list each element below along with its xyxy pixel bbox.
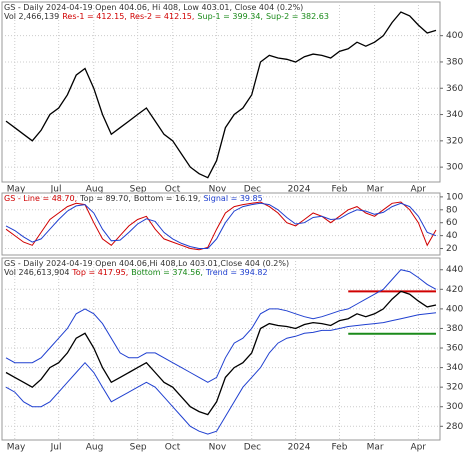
- panel-header: GS - Daily 2024-04-19 Open 404.06,Hi 408…: [4, 259, 289, 268]
- y-tick-label: 80: [446, 205, 458, 215]
- header-item: Bottom = 374.56,: [131, 268, 203, 277]
- y-tick-label: 320: [446, 136, 463, 146]
- panel-header: Vol 2,466,139 Res-1 = 412.15, Res-2 = 412.…: [4, 12, 329, 21]
- y-tick-label: 300: [446, 163, 463, 173]
- x-tick-label: Apr: [410, 185, 426, 195]
- x-tick-label: Feb: [331, 185, 347, 195]
- y-tick-label: 440: [446, 265, 463, 275]
- y-tick-label: 20: [446, 244, 458, 254]
- x-tick-label: Nov: [209, 443, 227, 452]
- x-tick-label: Mar: [367, 185, 384, 195]
- y-tick-label: 360: [446, 84, 463, 94]
- header-item: Trend = 394.82: [205, 268, 268, 277]
- series-line: [5, 11, 437, 179]
- panel-frame: [1, 257, 441, 441]
- y-tick-label: 400: [446, 31, 463, 41]
- x-tick-label: Mar: [367, 443, 384, 452]
- y-tick-label: 300: [446, 402, 463, 412]
- x-tick-label: Apr: [410, 443, 426, 452]
- header-item: Res-1 = 412.15,: [62, 12, 127, 21]
- x-tick-label: Nov: [209, 185, 227, 195]
- series-line: [5, 312, 437, 435]
- x-tick-label: May: [7, 185, 26, 195]
- header-item: Signal = 39.85: [203, 194, 262, 203]
- x-tick-label: Aug: [86, 443, 104, 452]
- x-tick-label: 2024: [288, 443, 311, 452]
- x-tick-label: Sep: [130, 185, 147, 195]
- y-tick-label: 40: [446, 231, 458, 241]
- x-tick-label: Aug: [86, 185, 104, 195]
- header-item: Top = 89.70,: [79, 194, 131, 203]
- header-item: GS - Line = 48.70,: [4, 194, 77, 203]
- header-item: Sup-2 = 382.63: [266, 12, 329, 21]
- panel-header: GS - Line = 48.70, Top = 89.70, Bottom = 1…: [4, 194, 263, 203]
- x-tick-label: Jul: [50, 185, 62, 195]
- header-item: Res-2 = 412.15,: [130, 12, 195, 21]
- y-tick-label: 100: [446, 192, 463, 202]
- x-tick-label: Feb: [331, 443, 347, 452]
- series-line: [5, 269, 437, 383]
- x-tick-label: Dec: [244, 443, 261, 452]
- header-item: Vol 246,613,904: [4, 268, 69, 277]
- x-tick-label: Sep: [130, 443, 147, 452]
- series-line: [5, 201, 437, 251]
- panel-header: GS - Daily 2024-04-19 Open 404.06, Hi 40…: [4, 3, 303, 12]
- x-tick-label: Dec: [244, 185, 261, 195]
- y-tick-label: 420: [446, 285, 463, 295]
- y-tick-label: 400: [446, 304, 463, 314]
- y-tick-label: 380: [446, 57, 463, 67]
- series-line: [5, 202, 437, 249]
- x-tick-label: Oct: [165, 443, 181, 452]
- header-item: GS - Daily 2024-04-19 Open 404.06,Hi 408…: [4, 259, 289, 268]
- y-tick-label: 320: [446, 383, 463, 393]
- header-item: Sup-1 = 399.34,: [197, 12, 263, 21]
- header-item: GS - Daily 2024-04-19 Open 404.06, Hi 40…: [4, 3, 303, 12]
- y-tick-label: 340: [446, 110, 463, 120]
- x-tick-label: May: [7, 443, 26, 452]
- x-tick-label: Jul: [50, 443, 62, 452]
- panel-frame: [1, 1, 441, 183]
- y-tick-label: 60: [446, 218, 458, 228]
- header-item: Top = 417.95,: [71, 268, 128, 277]
- y-tick-label: 340: [446, 363, 463, 373]
- panel-header: Vol 246,613,904 Top = 417.95, Bottom = 374…: [4, 268, 268, 277]
- x-tick-label: Oct: [165, 185, 181, 195]
- header-item: Vol 2,466,139: [4, 12, 59, 21]
- panel-frame: [1, 192, 441, 256]
- x-tick-label: 2024: [288, 185, 311, 195]
- y-tick-label: 360: [446, 344, 463, 354]
- y-tick-label: 280: [446, 422, 463, 432]
- header-item: Bottom = 16.19,: [134, 194, 201, 203]
- series-line: [5, 290, 437, 416]
- y-tick-label: 380: [446, 324, 463, 334]
